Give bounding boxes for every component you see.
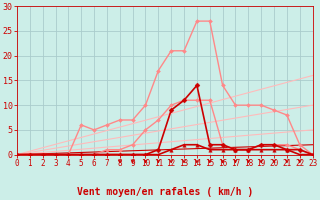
X-axis label: Vent moyen/en rafales ( km/h ): Vent moyen/en rafales ( km/h ) [77,187,253,197]
